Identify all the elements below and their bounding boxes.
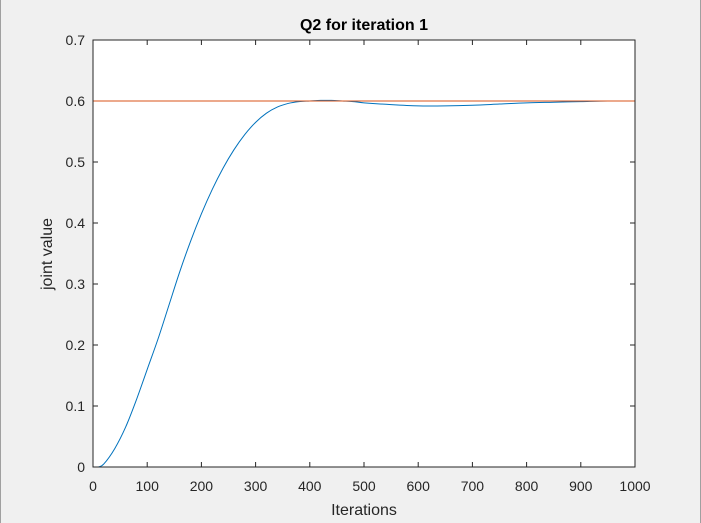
x-tick-label: 100 — [136, 478, 160, 494]
series-line-q2 — [98, 99, 636, 468]
x-axis-label: Iterations — [331, 502, 397, 519]
x-tick-label: 0 — [89, 478, 97, 494]
chart-title: Q2 for iteration 1 — [300, 17, 428, 34]
y-tick-label: 0.5 — [66, 154, 86, 170]
x-tick-label: 800 — [515, 478, 539, 494]
x-tick-label: 300 — [244, 478, 268, 494]
y-tick-label: 0 — [77, 459, 85, 475]
y-tick-label: 0.2 — [66, 337, 86, 353]
x-tick-label: 600 — [407, 478, 431, 494]
x-tick-label: 400 — [298, 478, 322, 494]
y-tick-label: 0.4 — [66, 215, 86, 231]
y-tick-label: 0.1 — [66, 398, 86, 414]
y-tick-label: 0.3 — [66, 276, 86, 292]
x-tick-label: 700 — [461, 478, 485, 494]
x-tick-label: 500 — [352, 478, 376, 494]
y-axis-label: joint value — [39, 218, 56, 291]
plot-frame — [92, 39, 636, 468]
x-tick-label: 900 — [569, 478, 593, 494]
x-tick-label: 200 — [190, 478, 214, 494]
y-tick-label: 0.7 — [66, 32, 86, 48]
plot-area — [93, 40, 635, 467]
y-tick-label: 0.6 — [66, 93, 86, 109]
x-tick-label: 1000 — [619, 478, 650, 494]
